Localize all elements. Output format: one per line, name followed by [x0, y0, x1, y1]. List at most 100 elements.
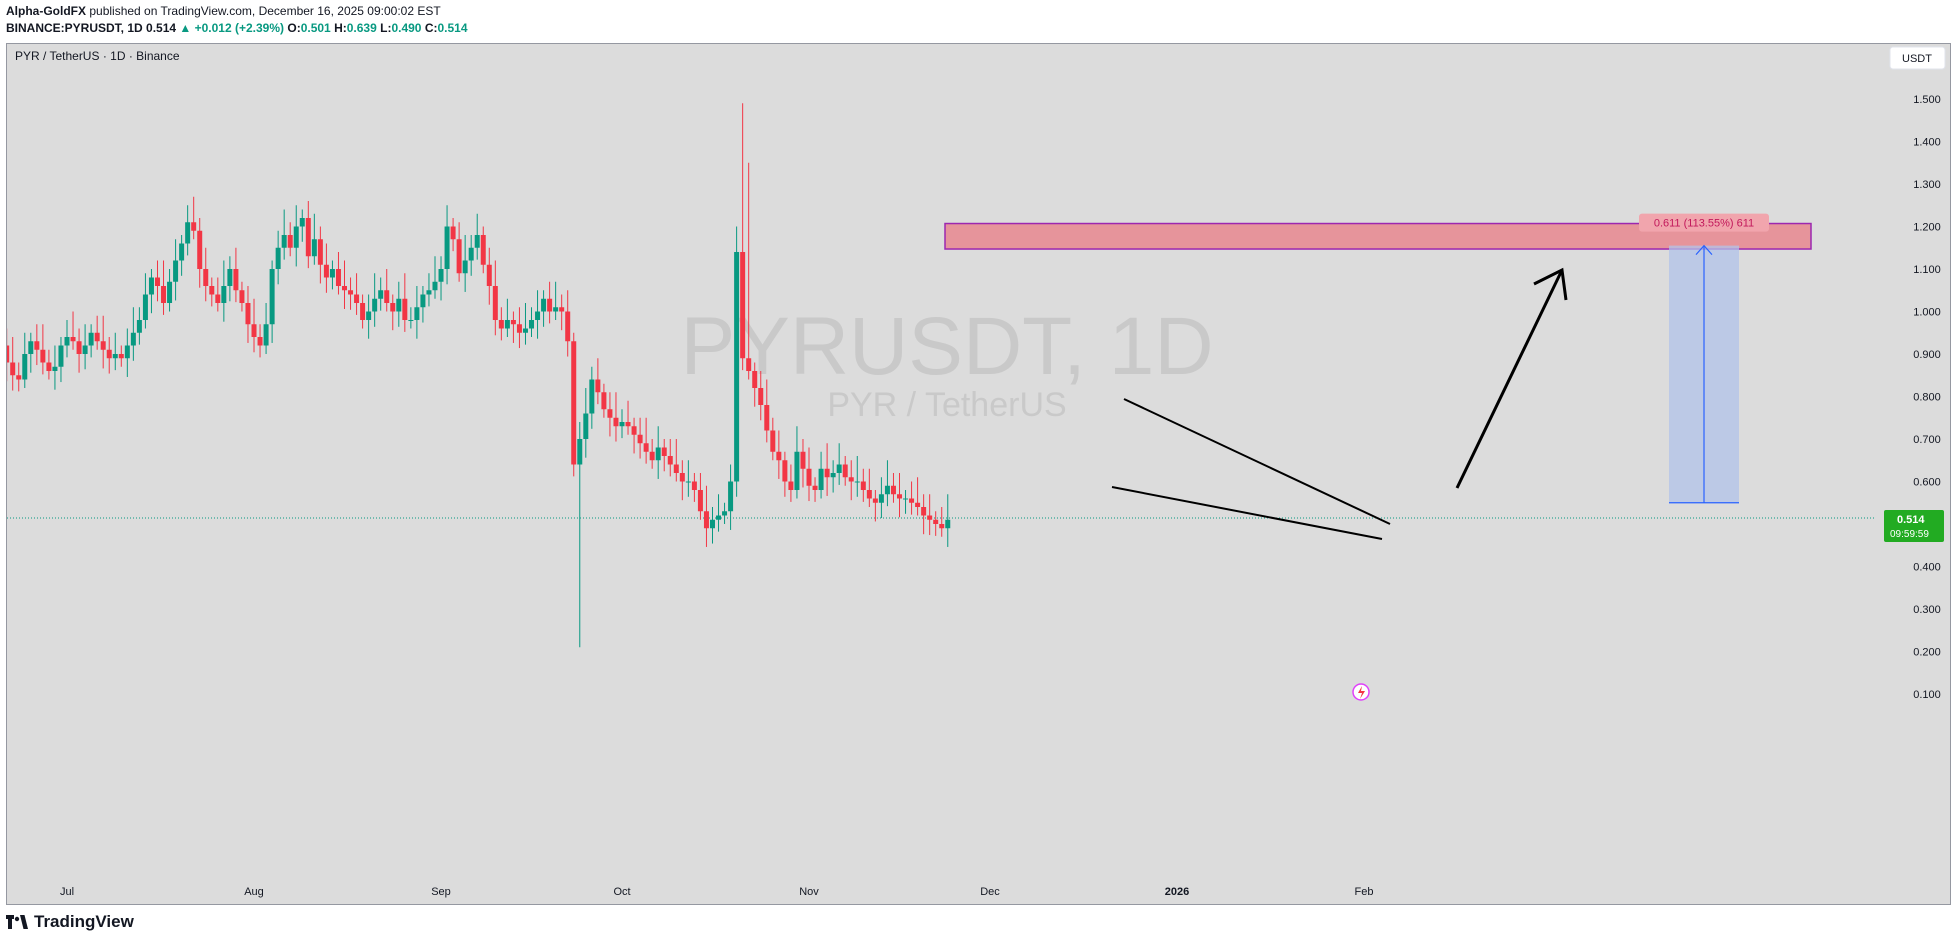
candle-up[interactable]	[903, 490, 909, 514]
candle-up[interactable]	[293, 205, 299, 267]
candle-down[interactable]	[800, 439, 806, 488]
candle-down[interactable]	[890, 473, 896, 503]
candle-up[interactable]	[112, 332, 118, 371]
candle-down[interactable]	[233, 247, 239, 303]
candle-down[interactable]	[643, 417, 649, 464]
candle-down[interactable]	[661, 439, 667, 472]
candle-down[interactable]	[770, 417, 776, 461]
candle-down[interactable]	[498, 307, 504, 341]
candle-down[interactable]	[360, 294, 366, 329]
candle-down[interactable]	[601, 383, 607, 418]
candle-up[interactable]	[589, 366, 595, 429]
candle-down[interactable]	[390, 294, 396, 331]
candle-up[interactable]	[52, 345, 58, 390]
candle-up[interactable]	[878, 477, 884, 519]
candle-up[interactable]	[221, 260, 227, 322]
candle-down[interactable]	[76, 328, 82, 373]
candle-up[interactable]	[884, 460, 890, 507]
candle-down[interactable]	[203, 247, 209, 302]
candle-down[interactable]	[625, 400, 631, 435]
candle-down[interactable]	[897, 473, 902, 518]
candle-up[interactable]	[130, 307, 136, 361]
candle-down[interactable]	[909, 481, 915, 515]
candle-down[interactable]	[510, 311, 516, 343]
candle-up[interactable]	[722, 502, 728, 524]
candle-down[interactable]	[613, 392, 619, 442]
candle-down[interactable]	[776, 430, 782, 479]
candle-up[interactable]	[173, 239, 179, 301]
candle-up[interactable]	[462, 235, 468, 292]
candle-down[interactable]	[848, 460, 854, 501]
candle-up[interactable]	[836, 443, 842, 485]
candle-down[interactable]	[933, 511, 939, 536]
candle-up[interactable]	[468, 235, 474, 276]
candle-down[interactable]	[7, 328, 10, 382]
candle-down[interactable]	[607, 392, 613, 437]
candle-up[interactable]	[378, 277, 384, 311]
candle-down[interactable]	[915, 477, 921, 516]
candle-up[interactable]	[82, 324, 88, 370]
candle-down[interactable]	[161, 260, 167, 315]
chart-container[interactable]: PYRUSDT, 1D PYR / TetherUS 0.611 (113.55…	[6, 43, 1951, 905]
candle-down[interactable]	[323, 243, 329, 293]
candle-down[interactable]	[860, 468, 866, 502]
candle-down[interactable]	[492, 260, 498, 336]
candle-up[interactable]	[474, 213, 480, 260]
candle-down[interactable]	[456, 222, 462, 282]
candle-down[interactable]	[788, 464, 794, 502]
candle-up[interactable]	[522, 303, 528, 345]
candle-down[interactable]	[673, 439, 679, 482]
candle-down[interactable]	[758, 371, 764, 421]
wedge-upper-trendline[interactable]	[1123, 398, 1391, 525]
candle-up[interactable]	[426, 273, 432, 307]
candle-up[interactable]	[408, 307, 414, 329]
candle-down[interactable]	[782, 451, 788, 497]
candle-up[interactable]	[583, 388, 589, 458]
candle-up[interactable]	[504, 298, 510, 337]
candle-up[interactable]	[329, 260, 335, 290]
price-chart[interactable]: PYRUSDT, 1D PYR / TetherUS 0.611 (113.55…	[7, 44, 1950, 904]
candle-down[interactable]	[921, 494, 927, 535]
candle-up[interactable]	[88, 324, 94, 358]
candle-down[interactable]	[679, 460, 685, 501]
candle-down[interactable]	[691, 473, 697, 502]
candle-down[interactable]	[209, 277, 215, 307]
candle-down[interactable]	[354, 273, 360, 315]
candle-up[interactable]	[529, 307, 535, 337]
candle-down[interactable]	[703, 485, 709, 547]
candle-up[interactable]	[577, 422, 583, 648]
candle-down[interactable]	[16, 362, 22, 392]
candle-down[interactable]	[450, 218, 456, 252]
candle-up[interactable]	[619, 409, 625, 439]
candle-down[interactable]	[872, 490, 878, 522]
candle-down[interactable]	[559, 294, 565, 331]
wedge-lower-trendline[interactable]	[1111, 486, 1383, 540]
candle-down[interactable]	[486, 247, 492, 305]
candle-down[interactable]	[740, 103, 746, 371]
candle-down[interactable]	[287, 222, 293, 257]
candle-down[interactable]	[402, 273, 408, 332]
candle-up[interactable]	[854, 456, 860, 497]
candle-up[interactable]	[58, 337, 64, 383]
candle-up[interactable]	[275, 230, 281, 285]
candle-down[interactable]	[752, 362, 758, 407]
candle-up[interactable]	[148, 269, 154, 314]
candle-up[interactable]	[142, 273, 148, 329]
candle-up[interactable]	[794, 426, 800, 499]
candle-down[interactable]	[245, 286, 251, 343]
candle-up[interactable]	[728, 464, 734, 530]
candle-down[interactable]	[106, 337, 112, 374]
candle-down[interactable]	[251, 298, 257, 353]
candle-down[interactable]	[335, 252, 341, 295]
candle-down[interactable]	[806, 447, 812, 502]
candle-up[interactable]	[709, 507, 715, 544]
candle-down[interactable]	[191, 196, 197, 240]
candle-down[interactable]	[667, 439, 673, 477]
candle-down[interactable]	[842, 456, 848, 486]
candle-up[interactable]	[281, 209, 287, 260]
candle-up[interactable]	[263, 303, 269, 354]
candle-up[interactable]	[438, 256, 444, 301]
candle-up[interactable]	[22, 332, 28, 388]
candle-up[interactable]	[818, 451, 824, 499]
candle-down[interactable]	[46, 349, 52, 380]
